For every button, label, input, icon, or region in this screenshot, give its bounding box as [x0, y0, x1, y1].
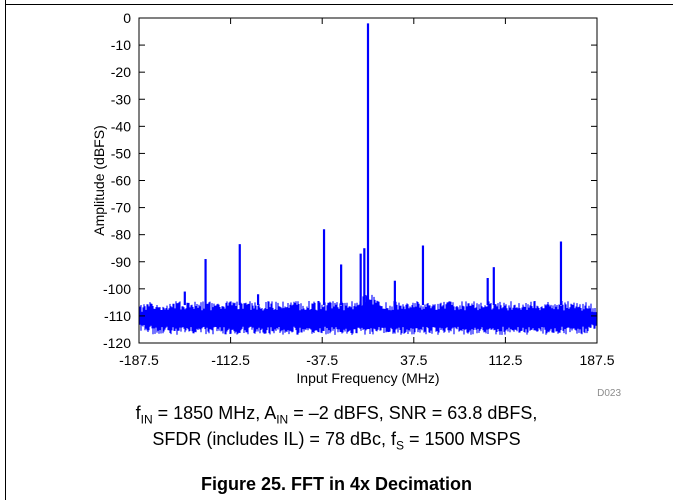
fft-chart: 0 -10 -20 -30 -40 -50 -60 -70 -80 -90 -100 -110 -120…	[91, 10, 621, 399]
y-tick-label: 0	[123, 10, 131, 26]
x-tick-label: 37.5	[400, 352, 427, 368]
y-tick-label: -10	[111, 37, 131, 53]
spectrum-trace	[139, 23, 597, 335]
x-tick-label: -112.5	[211, 352, 250, 368]
caption-line-1: fIN = 1850 MHz, AIN = –2 dBFS, SNR = 63.…	[0, 402, 673, 431]
caption-text: = –2 dBFS, SNR = 63.8 dBFS,	[288, 403, 538, 423]
caption-text: SFDR (includes IL) = 78 dBc, f	[152, 429, 396, 449]
frame-top-border	[5, 4, 673, 5]
x-axis-title: Input Frequency (MHz)	[296, 370, 439, 386]
caption-subscript: IN	[140, 412, 153, 427]
caption-subscript: S	[396, 438, 405, 453]
y-axis-title: Amplitude (dBFS)	[91, 125, 107, 235]
y-axis: 0 -10 -20 -30 -40 -50 -60 -70 -80 -90 -100 -110 -120	[103, 10, 597, 351]
y-tick-label: -40	[111, 118, 131, 134]
y-tick-label: -90	[111, 254, 131, 270]
x-tick-label: -37.5	[306, 352, 338, 368]
y-tick-label: -70	[111, 200, 131, 216]
x-tick-label: 187.5	[579, 352, 614, 368]
y-tick-label: -60	[111, 173, 131, 189]
x-axis: -187.5 -112.5 -37.5 37.5 112.5 187.5	[119, 18, 615, 368]
y-tick-label: -20	[111, 64, 131, 80]
y-tick-label: -100	[103, 281, 131, 297]
y-tick-label: -30	[111, 91, 131, 107]
caption-text: = 1500 MSPS	[404, 429, 521, 449]
figure-title: Figure 25. FFT in 4x Decimation	[200, 474, 473, 494]
y-tick-label: -80	[111, 227, 131, 243]
y-tick-label: -110	[104, 308, 131, 324]
caption-text: f	[135, 403, 141, 423]
y-tick-label: -120	[103, 335, 131, 351]
caption-subscript: IN	[276, 412, 289, 427]
figure-code: D023	[597, 388, 621, 399]
frame-left-border	[5, 0, 6, 500]
x-tick-label: 112.5	[488, 352, 522, 368]
x-tick-label: -187.5	[119, 352, 159, 368]
caption-line-2: SFDR (includes IL) = 78 dBc, fS = 1500 M…	[0, 428, 673, 457]
caption-text: = 1850 MHz, A	[152, 403, 277, 423]
y-tick-label: -50	[111, 145, 131, 161]
